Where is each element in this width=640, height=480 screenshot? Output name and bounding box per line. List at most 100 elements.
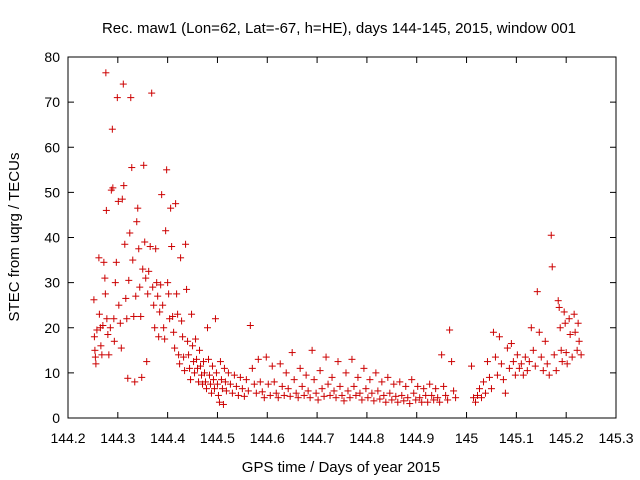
data-point [537,353,545,361]
data-point [226,380,234,388]
data-point [197,362,205,370]
data-point [161,335,169,343]
data-point [416,394,424,402]
data-point [568,353,576,361]
data-point [426,380,434,388]
data-point [177,254,185,262]
data-point [111,279,119,287]
data-point [176,360,184,368]
data-point [286,392,294,400]
data-point [208,362,216,370]
y-tick-label: 80 [44,49,60,65]
data-point [558,358,566,366]
plot-frame [67,56,617,419]
data-point [374,387,382,395]
data-point [250,380,258,388]
data-point [219,400,227,408]
y-tick-label: 60 [44,139,60,155]
data-point [104,331,112,339]
x-tick-label: 144.6 [250,430,285,446]
data-point [519,371,527,379]
data-point [168,243,176,251]
data-point [346,394,354,402]
axis-ticks: 144.2 144.3 144.4 144.5 144.6 144.7 144.8 144.9… [44,49,633,446]
data-point [533,288,541,296]
data-point [306,394,314,402]
data-point [342,369,350,377]
data-point [378,378,386,386]
data-point [256,378,264,386]
data-point [336,382,344,390]
data-point [320,392,328,400]
data-point [99,321,107,329]
data-point [234,391,242,399]
data-point [141,238,149,246]
y-tick-label: 10 [44,365,60,381]
data-point [358,396,366,404]
data-point [110,337,118,345]
data-point [153,279,161,287]
data-point [125,276,133,284]
data-point [570,310,578,318]
data-point [380,391,388,399]
data-point [238,385,246,393]
data-point [95,254,103,262]
data-point [489,328,497,336]
data-point [382,398,390,406]
data-point [474,391,482,399]
data-point [483,358,491,366]
data-point [128,164,136,172]
data-point [314,396,322,404]
data-point [131,378,139,386]
data-point [110,315,118,323]
data-point [386,389,394,397]
data-point [270,378,278,386]
data-point [124,374,132,382]
data-point [400,397,408,405]
data-point [450,387,458,395]
y-tick-label: 40 [44,230,60,246]
data-point [366,376,374,384]
data-point [155,333,163,341]
data-point [348,355,356,363]
data-point [362,385,370,393]
data-point [215,398,223,406]
x-axis-label: GPS time / Days of year 2015 [242,459,440,476]
data-point [212,369,220,377]
data-point [100,258,108,266]
data-point [440,382,448,390]
data-point [91,346,99,354]
data-point [200,358,208,366]
x-tick-label: 145 [455,430,479,446]
data-point [186,364,194,372]
data-point [248,364,256,372]
data-point [304,387,312,395]
data-point [571,328,579,336]
data-point [191,369,199,377]
data-point [149,283,157,291]
data-point [408,376,416,384]
data-point [529,346,537,354]
data-point [521,353,529,361]
data-point [531,362,539,370]
data-point [204,355,212,363]
data-point [308,346,316,354]
data-point [184,337,192,345]
data-point [292,389,300,397]
y-tick-label: 70 [44,94,60,110]
data-point [372,369,380,377]
data-point [179,333,187,341]
data-point [137,312,145,320]
data-point [402,382,410,390]
data-point [412,396,420,404]
data-point [561,319,569,327]
data-point [525,358,533,366]
data-point [552,367,560,375]
data-points [90,69,585,408]
data-point [517,360,525,368]
data-point [354,373,362,381]
data-point [493,371,501,379]
data-point [541,337,549,345]
data-point [523,367,531,375]
